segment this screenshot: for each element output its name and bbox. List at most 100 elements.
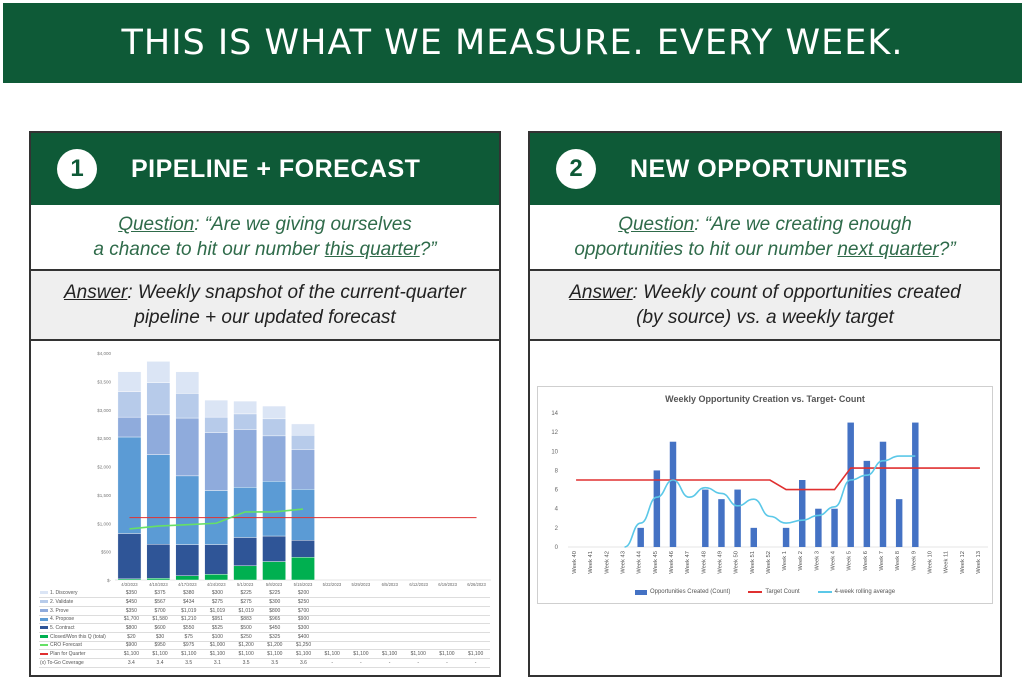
series-name: 5. Contract bbox=[50, 625, 75, 632]
bar-segment bbox=[175, 475, 200, 545]
table-cell bbox=[432, 597, 462, 607]
x-tick-label: Week 3 bbox=[814, 551, 820, 571]
bar-segment bbox=[291, 423, 315, 436]
table-cell bbox=[461, 597, 490, 607]
bar-segment bbox=[262, 535, 286, 562]
table-cell bbox=[346, 623, 376, 633]
panel-header: 2 NEW OPPORTUNITIES bbox=[530, 133, 1000, 205]
bar-segment bbox=[146, 361, 171, 383]
table-cell bbox=[432, 606, 462, 616]
table-cell: $1,580 bbox=[145, 615, 175, 625]
table-cell: $100 bbox=[203, 632, 232, 642]
table-cell bbox=[461, 623, 490, 633]
table-cell bbox=[403, 632, 433, 642]
table-cell: $1,100 bbox=[231, 649, 261, 659]
table-cell: 3.4 bbox=[145, 658, 175, 668]
legend-swatch bbox=[40, 608, 48, 612]
table-cell bbox=[375, 641, 404, 651]
table-cell bbox=[403, 589, 433, 599]
x-tick-label: 4/3/2023 bbox=[121, 582, 138, 587]
row-label: 4. Propose bbox=[39, 615, 117, 625]
question-line2: opportunities to hit our number bbox=[574, 239, 838, 260]
table-row: 4. Propose $1,700 $1,580 $1,210 $951 $883 $965… bbox=[39, 615, 490, 625]
table-cell: $567 bbox=[145, 597, 175, 607]
table-cell bbox=[375, 623, 404, 633]
table-cell bbox=[403, 623, 433, 633]
table-cell: - bbox=[375, 658, 404, 668]
table-cell: $380 bbox=[174, 589, 204, 599]
y-tick-label: 8 bbox=[555, 468, 559, 474]
table-cell: $450 bbox=[117, 597, 146, 607]
x-tick-label: Week 43 bbox=[621, 551, 627, 574]
x-tick-label: 4/24/2023 bbox=[207, 582, 226, 587]
y-tick-label: 12 bbox=[551, 430, 558, 436]
y-tick-label: 0 bbox=[555, 545, 559, 551]
answer-text: Answer: Weekly count of opportunities cr… bbox=[569, 280, 960, 330]
table-cell: $225 bbox=[231, 589, 261, 599]
table-cell: - bbox=[461, 658, 490, 668]
y-tick-label: $2,000 bbox=[97, 465, 111, 470]
table-cell: $1,100 bbox=[461, 649, 490, 659]
table-cell bbox=[346, 597, 376, 607]
table-cell: $1,100 bbox=[432, 649, 462, 659]
question-line1: : “Are we creating enough bbox=[694, 214, 912, 235]
x-tick-label: 6/5/2023 bbox=[382, 582, 399, 587]
bar-segment bbox=[175, 544, 200, 576]
x-tick-label: Week 12 bbox=[960, 551, 966, 574]
opportunity-bar bbox=[799, 480, 806, 547]
table-cell: $1,100 bbox=[203, 649, 232, 659]
opportunity-bar bbox=[831, 508, 838, 547]
table-cell: $225 bbox=[260, 589, 290, 599]
table-row: CRO Forecast $900 $950 $975 $1,000 $1,200 $1,2… bbox=[39, 641, 490, 651]
bar-segment bbox=[262, 481, 286, 537]
y-tick-label: 2 bbox=[555, 526, 559, 532]
table-cell: $300 bbox=[260, 597, 290, 607]
x-tick-label: Week 48 bbox=[701, 551, 707, 574]
table-cell: $450 bbox=[260, 623, 290, 633]
table-cell: $1,100 bbox=[174, 649, 204, 659]
table-cell: $700 bbox=[289, 606, 318, 616]
x-tick-label: 5/1/2023 bbox=[237, 582, 254, 587]
table-cell bbox=[461, 589, 490, 599]
table-cell bbox=[317, 641, 347, 651]
target-line bbox=[576, 467, 980, 491]
table-row: Plan for Quarter $1,100 $1,100 $1,100 $1,100… bbox=[39, 649, 490, 659]
bar-segment bbox=[204, 416, 229, 433]
y-tick-label: $3,500 bbox=[97, 379, 111, 384]
answer-label: Answer bbox=[63, 282, 128, 303]
x-tick-label: 6/19/2023 bbox=[438, 582, 457, 587]
answer-label: Answer bbox=[569, 282, 633, 303]
table-cell: $1,100 bbox=[403, 649, 433, 659]
table-cell: $950 bbox=[145, 641, 175, 651]
series-name: Plan for Quarter bbox=[50, 651, 86, 658]
table-cell bbox=[317, 597, 347, 607]
opportunity-chart-card: 0 2 4 6 8 10 12 14 Week 40 Week 41 Week 42 Week 43 W… bbox=[537, 386, 993, 604]
series-name: (x) To-Go Coverage bbox=[40, 659, 84, 666]
bar-segment bbox=[146, 414, 171, 455]
table-cell bbox=[317, 632, 347, 642]
opportunity-bar bbox=[879, 441, 887, 547]
new-opportunities-panel: 2 NEW OPPORTUNITIES Question: “Are we cr… bbox=[528, 131, 1002, 677]
table-cell bbox=[375, 597, 404, 607]
bar-segment bbox=[146, 382, 171, 416]
table-cell: - bbox=[346, 658, 376, 668]
table-row: (x) To-Go Coverage 3.4 3.4 3.5 3.1 3.5 3.5 3.6-… bbox=[39, 658, 490, 668]
row-label: (x) To-Go Coverage bbox=[39, 658, 117, 668]
bar-segment bbox=[117, 391, 142, 418]
table-cell bbox=[346, 606, 376, 616]
x-tick-label: Week 52 bbox=[766, 551, 772, 574]
x-tick-label: Week 4 bbox=[831, 550, 837, 570]
series-name: 1. Discovery bbox=[50, 590, 78, 597]
y-tick-label: $3,000 bbox=[97, 408, 111, 413]
answer-line2: (by source) vs. a weekly target bbox=[636, 307, 894, 328]
bar-segment bbox=[146, 454, 171, 545]
question-end: ?” bbox=[938, 239, 956, 260]
legend-swatch bbox=[40, 617, 48, 621]
x-tick-label: Week 8 bbox=[895, 551, 901, 571]
pipeline-chart: $4,000 $3,500 $3,000 $2,500 $2,000 $1,500 $1,0… bbox=[97, 351, 491, 587]
table-cell bbox=[403, 615, 433, 625]
table-cell bbox=[317, 615, 347, 625]
question-emphasis: next quarter bbox=[837, 239, 939, 260]
table-row: 5. Contract $800 $600 $550 $525 $500 $450 $300 bbox=[39, 623, 490, 633]
table-row: 1. Discovery $350 $375 $380 $300 $225 $225 $200 bbox=[39, 589, 490, 599]
